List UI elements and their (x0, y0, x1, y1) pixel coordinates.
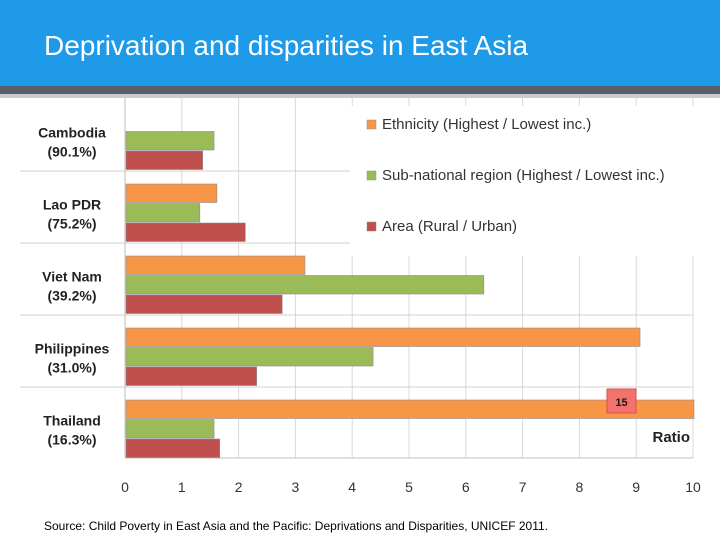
x-tick-label-1: 1 (178, 479, 186, 495)
category-rate: (31.0%) (47, 359, 96, 375)
source-note: Source: Child Poverty in East Asia and t… (44, 519, 549, 533)
category-label: Cambodia (38, 124, 106, 140)
x-tick-label-10: 10 (685, 479, 701, 495)
x-tick-label-7: 7 (519, 479, 527, 495)
divider-band-light (0, 94, 720, 98)
bar-cambodia-1 (125, 131, 215, 151)
x-tick-label-9: 9 (632, 479, 640, 495)
title-bar: Deprivation and disparities in East Asia (0, 0, 720, 86)
x-tick-label-8: 8 (576, 479, 584, 495)
bar-thailand-0 (125, 399, 695, 419)
x-tick-label-2: 2 (235, 479, 243, 495)
x-axis-label: Ratio (653, 429, 691, 446)
category-label: Philippines (35, 340, 110, 356)
bar-viet-nam-1 (125, 275, 485, 295)
bar-viet-nam-0 (125, 255, 306, 275)
category-rate: (16.3%) (47, 431, 96, 447)
category-rate: (90.1%) (47, 143, 96, 159)
annotation-label: 15 (615, 397, 627, 409)
legend-swatch-2 (366, 221, 377, 232)
bar-lao-pdr-1 (125, 203, 201, 223)
legend-label-1: Sub-national region (Highest / Lowest in… (382, 167, 665, 184)
bar-philippines-1 (125, 347, 374, 367)
slide-title: Deprivation and disparities in East Asia (44, 30, 529, 61)
bar-viet-nam-2 (125, 294, 283, 314)
legend-label-2: Area (Rural / Urban) (382, 218, 517, 235)
bar-lao-pdr-2 (125, 222, 246, 242)
category-label: Viet Nam (42, 268, 102, 284)
category-label: Thailand (43, 412, 101, 428)
bar-cambodia-2 (125, 150, 203, 170)
category-rate: (39.2%) (47, 287, 96, 303)
legend-label-0: Ethnicity (Highest / Lowest inc.) (382, 116, 591, 133)
x-tick-label-3: 3 (292, 479, 300, 495)
bar-philippines-0 (125, 327, 641, 347)
x-tick-label-5: 5 (405, 479, 413, 495)
bar-lao-pdr-0 (125, 183, 218, 203)
annotation-box (606, 388, 637, 414)
divider-band (0, 86, 720, 94)
x-tick-label-6: 6 (462, 479, 470, 495)
legend-background (350, 106, 695, 256)
x-tick-label-4: 4 (348, 479, 356, 495)
category-label: Lao PDR (43, 196, 101, 212)
legend-swatch-1 (366, 170, 377, 181)
legend-swatch-0 (366, 119, 377, 130)
bar-philippines-2 (125, 366, 257, 386)
x-tick-label-0: 0 (121, 479, 129, 495)
bar-thailand-2 (125, 438, 221, 458)
category-rate: (75.2%) (47, 215, 96, 231)
bar-chart: Cambodia (90.1%) Lao PDR (75.2%) Viet Nam (39… (20, 98, 701, 495)
bar-thailand-1 (125, 419, 215, 439)
